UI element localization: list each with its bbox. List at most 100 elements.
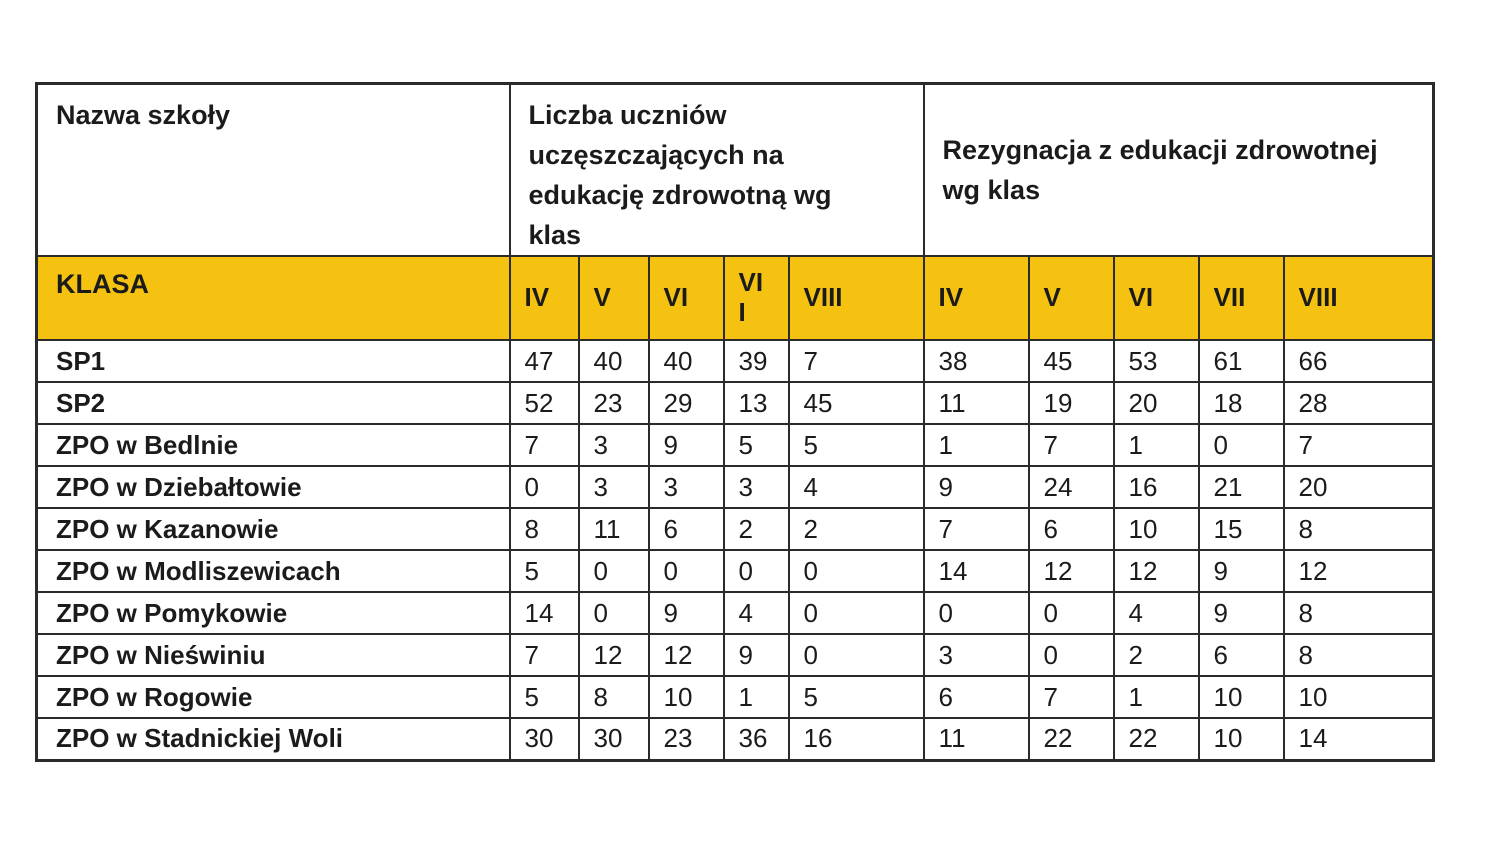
resignation-value-cell: 0 bbox=[1197, 423, 1285, 467]
resignation-class-header-v: V bbox=[1027, 255, 1115, 341]
attending-value-cell: 29 bbox=[647, 381, 725, 425]
attending-value-cell: 23 bbox=[577, 381, 650, 425]
attending-value-cell: 13 bbox=[722, 381, 790, 425]
table-row: ZPO w Kazanowie 8 11 6 2 2 7 6 10 15 8 bbox=[35, 507, 1435, 551]
resignation-value-cell: 21 bbox=[1197, 465, 1285, 509]
attending-value-cell: 30 bbox=[577, 717, 650, 761]
resignation-value-cell: 38 bbox=[922, 339, 1030, 383]
school-name-cell: ZPO w Dziebałtowie bbox=[35, 465, 511, 509]
resignation-value-cell: 7 bbox=[1282, 423, 1435, 467]
attending-value-cell: 5 bbox=[722, 423, 790, 467]
attending-value-cell: 47 bbox=[508, 339, 580, 383]
resignation-value-cell: 61 bbox=[1197, 339, 1285, 383]
resignation-class-header-vii: VII bbox=[1197, 255, 1285, 341]
resignation-value-cell: 14 bbox=[1282, 717, 1435, 761]
attending-value-cell: 6 bbox=[647, 507, 725, 551]
resignation-value-cell: 6 bbox=[1027, 507, 1115, 551]
attending-value-cell: 5 bbox=[508, 675, 580, 719]
attending-value-cell: 1 bbox=[722, 675, 790, 719]
attending-value-cell: 0 bbox=[577, 591, 650, 635]
attending-value-cell: 3 bbox=[577, 423, 650, 467]
resignation-value-cell: 6 bbox=[1197, 633, 1285, 677]
resignation-value-cell: 7 bbox=[922, 507, 1030, 551]
resignation-value-cell: 0 bbox=[1027, 633, 1115, 677]
resignation-value-cell: 9 bbox=[1197, 591, 1285, 635]
attending-value-cell: 9 bbox=[647, 591, 725, 635]
attending-value-cell: 9 bbox=[722, 633, 790, 677]
resignation-value-cell: 7 bbox=[1027, 675, 1115, 719]
attending-class-header-vii: VI I bbox=[722, 255, 790, 341]
attending-value-cell: 7 bbox=[508, 423, 580, 467]
resignation-value-cell: 10 bbox=[1282, 675, 1435, 719]
table-row: ZPO w Rogowie 5 8 10 1 5 6 7 1 10 10 bbox=[35, 675, 1435, 719]
attending-value-cell: 0 bbox=[787, 591, 925, 635]
school-name-cell: ZPO w Bedlnie bbox=[35, 423, 511, 467]
attending-value-cell: 0 bbox=[787, 549, 925, 593]
resignation-value-cell: 8 bbox=[1282, 507, 1435, 551]
attending-value-cell: 7 bbox=[787, 339, 925, 383]
resignation-value-cell: 1 bbox=[1112, 423, 1200, 467]
school-name-cell: ZPO w Pomykowie bbox=[35, 591, 511, 635]
attending-value-cell: 3 bbox=[647, 465, 725, 509]
attending-class-header-viii: VIII bbox=[787, 255, 925, 341]
resignation-value-cell: 20 bbox=[1282, 465, 1435, 509]
resignation-value-cell: 15 bbox=[1197, 507, 1285, 551]
resignation-value-cell: 11 bbox=[922, 381, 1030, 425]
resignation-value-cell: 0 bbox=[1027, 591, 1115, 635]
attending-value-cell: 8 bbox=[508, 507, 580, 551]
attending-value-cell: 4 bbox=[722, 591, 790, 635]
table-row: ZPO w Pomykowie 14 0 9 4 0 0 0 4 9 8 bbox=[35, 591, 1435, 635]
attending-value-cell: 0 bbox=[508, 465, 580, 509]
attending-value-cell: 0 bbox=[647, 549, 725, 593]
resignation-value-cell: 6 bbox=[922, 675, 1030, 719]
klasa-label-cell: KLASA bbox=[35, 255, 511, 341]
attending-value-cell: 2 bbox=[722, 507, 790, 551]
resignation-value-cell: 1 bbox=[922, 423, 1030, 467]
table-row: ZPO w Modliszewicach 5 0 0 0 0 14 12 12 9 12 bbox=[35, 549, 1435, 593]
attending-value-cell: 0 bbox=[722, 549, 790, 593]
resignation-value-cell: 9 bbox=[1197, 549, 1285, 593]
resignation-value-cell: 14 bbox=[922, 549, 1030, 593]
resignation-value-cell: 1 bbox=[1112, 675, 1200, 719]
attending-value-cell: 3 bbox=[577, 465, 650, 509]
health-education-table: Nazwa szkoły Liczba uczniów uczęszczając… bbox=[35, 82, 1436, 762]
attending-value-cell: 12 bbox=[577, 633, 650, 677]
school-name-cell: ZPO w Nieświniu bbox=[35, 633, 511, 677]
resignation-value-cell: 8 bbox=[1282, 633, 1435, 677]
resignation-value-cell: 12 bbox=[1282, 549, 1435, 593]
resignation-value-cell: 22 bbox=[1027, 717, 1115, 761]
resignation-value-cell: 4 bbox=[1112, 591, 1200, 635]
attending-value-cell: 0 bbox=[787, 633, 925, 677]
attending-value-cell: 14 bbox=[508, 591, 580, 635]
school-name-cell: ZPO w Rogowie bbox=[35, 675, 511, 719]
resignation-value-cell: 8 bbox=[1282, 591, 1435, 635]
resignation-value-cell: 45 bbox=[1027, 339, 1115, 383]
attending-value-cell: 9 bbox=[647, 423, 725, 467]
resignation-value-cell: 12 bbox=[1027, 549, 1115, 593]
resignation-value-cell: 10 bbox=[1197, 717, 1285, 761]
school-name-cell: SP1 bbox=[35, 339, 511, 383]
attending-value-cell: 45 bbox=[787, 381, 925, 425]
table-row: ZPO w Dziebałtowie 0 3 3 3 4 9 24 16 21 20 bbox=[35, 465, 1435, 509]
attending-value-cell: 5 bbox=[508, 549, 580, 593]
resignation-value-cell: 22 bbox=[1112, 717, 1200, 761]
resignation-value-cell: 10 bbox=[1197, 675, 1285, 719]
attending-value-cell: 39 bbox=[722, 339, 790, 383]
resignation-class-header-iv: IV bbox=[922, 255, 1030, 341]
attending-value-cell: 11 bbox=[577, 507, 650, 551]
resignation-value-cell: 12 bbox=[1112, 549, 1200, 593]
attending-value-cell: 40 bbox=[647, 339, 725, 383]
resignation-value-cell: 10 bbox=[1112, 507, 1200, 551]
resignation-value-cell: 28 bbox=[1282, 381, 1435, 425]
table-body: Nazwa szkoły Liczba uczniów uczęszczając… bbox=[35, 82, 1435, 761]
resignation-value-cell: 18 bbox=[1197, 381, 1285, 425]
attending-value-cell: 12 bbox=[647, 633, 725, 677]
resignation-value-cell: 53 bbox=[1112, 339, 1200, 383]
attending-value-cell: 30 bbox=[508, 717, 580, 761]
resignation-value-cell: 66 bbox=[1282, 339, 1435, 383]
attending-value-cell: 7 bbox=[508, 633, 580, 677]
resignation-value-cell: 16 bbox=[1112, 465, 1200, 509]
resignation-value-cell: 11 bbox=[922, 717, 1030, 761]
school-name-cell: ZPO w Stadnickiej Woli bbox=[35, 717, 511, 761]
